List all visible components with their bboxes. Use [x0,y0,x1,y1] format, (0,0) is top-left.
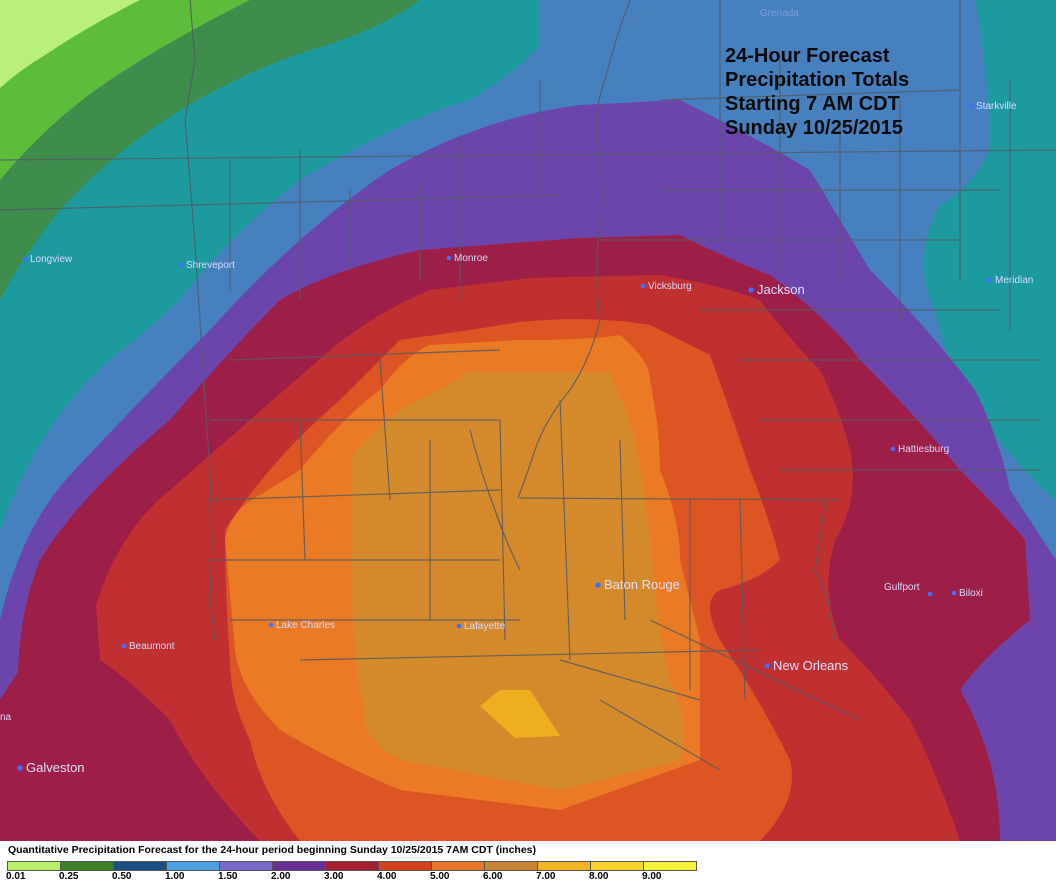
legend-tick-label: 4.00 [377,871,397,882]
legend-swatch [484,861,538,871]
partial-label-top: Grenada [760,8,799,19]
svg-text:Lake Charles: Lake Charles [276,620,335,631]
svg-text:Hattiesburg: Hattiesburg [898,444,949,455]
svg-text:Shreveport: Shreveport [186,260,235,271]
city-lake-charles: Lake Charles [268,620,335,631]
band-green [0,0,250,180]
legend-swatch [378,861,432,871]
legend-swatch [7,861,61,871]
city-gulfport: Gulfport [884,582,933,597]
svg-text:Longview: Longview [30,254,73,265]
legend-tick-label: 0.50 [112,871,132,882]
county-grid-south [209,349,861,771]
svg-text:Meridian: Meridian [995,275,1033,286]
svg-text:Gulfport: Gulfport [884,582,920,593]
band-amber [352,372,684,790]
legend-tick-label: 0.01 [6,871,26,882]
title-line-3: Starting 7 AM CDT [725,93,900,115]
map-title: 24-Hour Forecast Precipitation Totals St… [725,45,909,139]
svg-text:Vicksburg: Vicksburg [648,281,692,292]
county-grid-north [0,0,1056,471]
legend-tick-label: 1.50 [218,871,238,882]
legend-tick-label: 1.00 [165,871,185,882]
city-galveston: Galveston [17,760,85,775]
legend-panel: Quantitative Precipitation Forecast for … [0,841,1056,884]
svg-text:Baton Rouge: Baton Rouge [604,577,680,592]
legend-swatch [643,861,697,871]
svg-text:Galveston: Galveston [26,760,85,775]
legend-swatch [166,861,220,871]
legend-tick-label: 7.00 [536,871,556,882]
state-line-mississippi-louisiana [519,497,841,501]
city-baton-rouge: Baton Rouge [595,577,680,592]
legend-swatch [113,861,167,871]
band-gold [480,690,560,738]
svg-text:Starkville: Starkville [976,101,1017,112]
title-line-1: 24-Hour Forecast [725,45,890,67]
band-light-green [0,0,140,88]
city-hattiesburg: Hattiesburg [890,444,949,455]
mississippi-river [517,0,631,499]
city-markers: Longview Shreveport Monroe Vicksburg Jac… [0,8,1033,775]
city-longview: Longview [22,254,73,265]
legend-tick-label: 9.00 [642,871,662,882]
qpf-map-svg: 24-Hour Forecast Precipitation Totals St… [0,0,1056,841]
legend-tick-label: 2.00 [271,871,291,882]
city-shreveport: Shreveport [178,260,235,271]
city-biloxi: Biloxi [951,588,983,599]
legend-swatch [325,861,379,871]
legend-swatch [537,861,591,871]
legend-tick-label: 3.00 [324,871,344,882]
svg-text:Beaumont: Beaumont [129,641,175,652]
svg-text:Monroe: Monroe [454,253,488,264]
legend-swatch [272,861,326,871]
city-vicksburg: Vicksburg [640,281,692,292]
pearl-river-boundary [814,499,836,641]
city-monroe: Monroe [446,253,488,264]
legend-tick-label: 6.00 [483,871,503,882]
legend-tick-label: 0.25 [59,871,79,882]
legend-title: Quantitative Precipitation Forecast for … [8,844,537,856]
svg-text:New Orleans: New Orleans [773,658,849,673]
legend-swatch [219,861,273,871]
title-line-2: Precipitation Totals [725,69,909,91]
atchafalaya-river [469,429,521,571]
legend-tick-label: 5.00 [430,871,450,882]
svg-text:Jackson: Jackson [757,282,805,297]
city-new-orleans: New Orleans [764,658,849,673]
city-lafayette: Lafayette [456,621,506,632]
city-meridian: Meridian [987,275,1033,286]
city-jackson: Jackson [748,282,805,297]
legend-tick-label: 8.00 [589,871,609,882]
city-beaumont: Beaumont [121,641,175,652]
county-boundaries [0,0,1056,771]
legend-swatch [60,861,114,871]
legend-swatch [590,861,644,871]
precipitation-contours [0,0,1056,841]
svg-text:Biloxi: Biloxi [959,588,983,599]
title-line-4: Sunday 10/25/2015 [725,117,903,139]
partial-label-left: na [0,712,12,723]
legend-swatch [431,861,485,871]
svg-text:Lafayette: Lafayette [464,621,506,632]
city-starkville: Starkville [968,101,1017,112]
